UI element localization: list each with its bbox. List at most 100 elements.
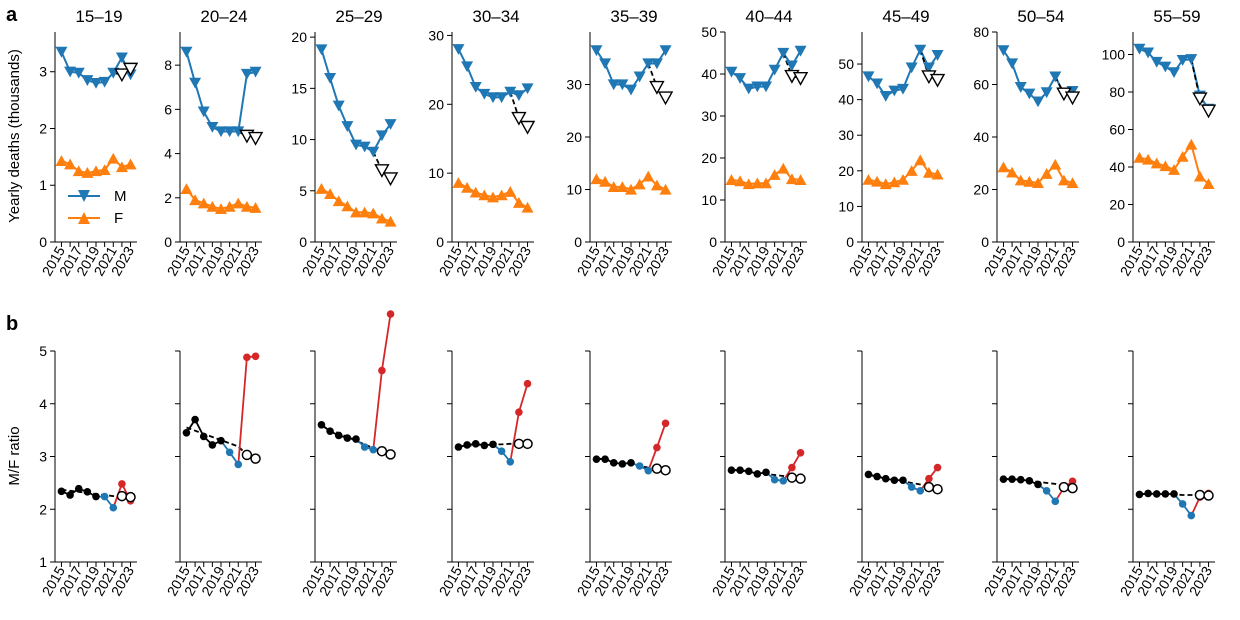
panel-b-sub9-expected-point-2023 [1203, 490, 1214, 501]
panel-a-sub1-f-point-2017 [72, 165, 85, 177]
panel-a-sub6-ytick-label: 20 [701, 150, 717, 166]
panel-a-sub7-m-point-2019 [897, 83, 909, 95]
panel-b-sub3-ratio-point-2021 [369, 445, 378, 454]
panel-b-sub6-expected-point-2022 [786, 472, 798, 483]
panel-a-sub7-m-point-2021 [914, 44, 927, 56]
panel-a-sub6-f-point-2023 [794, 174, 807, 185]
panel-a-sub4-m-point-2017 [469, 81, 482, 93]
panel-a-sub6-ytick-label: 10 [701, 192, 717, 208]
panel-a-sub7-expected-point-2023 [929, 73, 946, 88]
panel-a-sub3-f-point-2021 [367, 207, 380, 219]
panel-a-sub1-m-point-2020 [98, 76, 111, 88]
panel-a-sub7-ytick-label: 30 [838, 127, 854, 143]
panel-a-sub6-f-point-2018 [751, 177, 764, 189]
panel-a-sub8-m-point-2018 [1023, 88, 1036, 100]
panel-b-sub1-ytick-label: 3 [39, 449, 47, 465]
panel-a-sub7-m-point-2022 [922, 62, 935, 74]
panel-a-sub8-m-point-2016 [1006, 58, 1019, 70]
panel-a-sub8-ytick-label: 40 [973, 129, 989, 145]
panel-a-sub4-ytick-label: 30 [428, 27, 444, 43]
panel-a-sub3-ytick-label: 10 [291, 132, 307, 148]
panel-a-sub4-m-point-2015 [452, 44, 465, 55]
panel-a-sub6-ytick-label: 0 [709, 234, 717, 250]
panel-a-sub7-ytick-label: 0 [846, 234, 854, 250]
panel-a-sub1-f-point-2019 [90, 165, 102, 177]
panel-b-sub1-ratio-point-2016 [66, 491, 74, 499]
panel-b-sub9-ratio-point-2019 [1170, 490, 1178, 498]
panel-b-sub2-ratio-point-2023 [251, 352, 260, 361]
panel-b-sub2-expected-point-2022 [241, 449, 253, 461]
panel-a-sub6-m-point-2022 [785, 60, 798, 72]
panel-a-sub7-f-point-2017 [879, 178, 892, 190]
panel-a-sub3-f-point-2016 [324, 188, 337, 199]
panel-b-sub4-ratio-point-2015 [454, 443, 463, 451]
panel-b-sub1-ratio-point-2022 [118, 480, 126, 488]
panel-a-sub1-m-point-2017 [72, 67, 85, 79]
panel-b-sub2-ratio-point-2021 [234, 460, 243, 469]
panel-a-sub1-m-point-2019 [90, 77, 102, 89]
panel-a-sub2-expected-point-2023 [247, 131, 264, 146]
panel-b-sub8-ratio-point-2015 [999, 475, 1008, 483]
panel-b-sub6-ratio-point-2022 [788, 463, 796, 472]
panel-b-sub4-ratio-point-2017 [471, 440, 480, 448]
panel-a-sub6-ytick-label: 50 [701, 24, 717, 40]
panel-a-sub8-ytick-label: 20 [973, 182, 989, 198]
panel-a-sub3-m-point-2017 [332, 100, 345, 112]
panel-a-sub9-f-point-2019 [1168, 164, 1180, 175]
panel-a-sub1-f-point-2021 [107, 152, 120, 164]
panel-a-sub2-m-point-2017 [197, 106, 210, 118]
panel-a-sub3-ytick-label: 0 [299, 234, 307, 250]
panel-b-sub7-ratio-point-2017 [881, 474, 890, 483]
panel-a-sub8-f-point-2020 [1040, 168, 1053, 179]
panel-a-sub2-ytick-label: 8 [164, 57, 172, 73]
panel-a-sub4-ytick-label: 0 [436, 234, 444, 250]
panel-a-sub9-ytick-label: 80 [1109, 84, 1125, 100]
panel-b-sub3-recent-line [372, 313, 392, 450]
panel-b-sub5-ratio-point-2023 [661, 419, 670, 428]
panel-a-sub4-m-point-2022 [512, 90, 525, 102]
panel-a-sub3-m-point-2020 [358, 141, 371, 153]
panel-a-sub9-f-point-2017 [1150, 157, 1163, 169]
panel-b-sub9-ratio-point-2020 [1178, 500, 1187, 508]
panel-a-sub1-m-point-2018 [81, 75, 94, 86]
panel-a-sub7-f-point-2023 [931, 168, 944, 180]
panel-a-sub1-ytick-label: 2 [39, 120, 47, 136]
panel-a-sub2-m-point-2019 [215, 126, 227, 138]
panel-a-sub8-ytick-label: 0 [981, 234, 989, 250]
panel-a-sub4-f-point-2016 [461, 181, 474, 193]
panel-b-sub9-ratio-point-2021 [1187, 511, 1196, 520]
panel-a-sub8-f-point-2016 [1006, 166, 1019, 178]
panel-b-sub9-ratio-point-2015 [1135, 490, 1144, 499]
panel-a-sub8-m-point-2015 [997, 45, 1010, 57]
panel-a-sub9-f-point-2018 [1159, 160, 1172, 172]
panel-a-sub1-expected-point-2023 [122, 62, 139, 77]
panel-b-sub4-ratio-point-2023 [523, 379, 532, 388]
panel-b-sub9-ratio-point-2018 [1161, 490, 1170, 498]
panel-a-sub3-ytick-label: 5 [299, 183, 307, 199]
panel-b-sub4-ratio-point-2022 [515, 408, 523, 416]
panel-a-sub3-expected-point-2023 [382, 172, 399, 187]
panel-a-sub1-f-point-2020 [98, 164, 111, 176]
panel-a-sub2-f-point-2016 [189, 194, 202, 206]
panel-a-sub6-ytick-label: 40 [701, 66, 717, 82]
panel-b-sub6-ratio-point-2018 [753, 470, 762, 478]
panel-a-sub9-m-point-2020 [1176, 55, 1189, 66]
panel-a-sub7-ytick-label: 20 [838, 163, 854, 179]
panel-a-sub9-ytick-label: 0 [1117, 234, 1125, 250]
panel-a-sub8-ytick-label: 60 [973, 77, 989, 93]
panel-a-sub7-f-point-2021 [914, 154, 927, 166]
panel-a-sub9-m-point-2018 [1159, 61, 1172, 73]
panel-b-sub3-ratio-point-2019 [352, 435, 360, 443]
panel-a-sub2-ytick-label: 0 [164, 234, 172, 250]
panel-a-sub1-f-point-2018 [81, 167, 94, 178]
panel-a-sub4-m-point-2016 [461, 61, 474, 73]
panel-b-sub6-ratio-point-2021 [779, 476, 788, 485]
panel-b-sub9-expected-point-2022 [1194, 489, 1206, 501]
panel-a-sub6-m-point-2015 [725, 66, 738, 78]
panel-a-sub5-m-point-2017 [607, 79, 620, 91]
